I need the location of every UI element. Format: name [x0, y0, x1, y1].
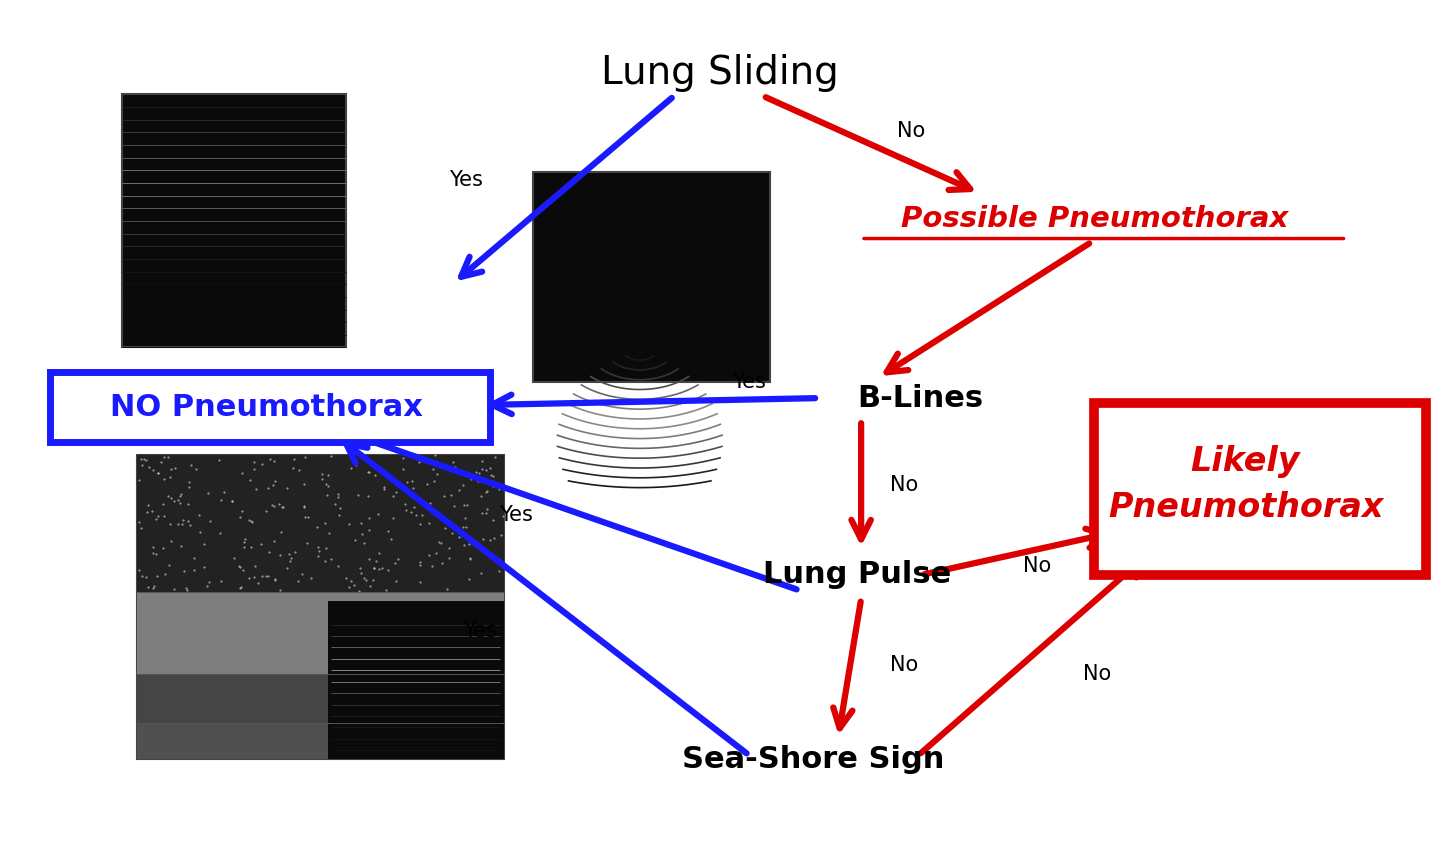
FancyBboxPatch shape — [122, 94, 346, 347]
Text: Lung Sliding: Lung Sliding — [600, 54, 840, 92]
Text: Lung Pulse: Lung Pulse — [763, 560, 950, 589]
FancyBboxPatch shape — [533, 172, 770, 382]
Text: No: No — [1022, 556, 1051, 577]
Text: NO Pneumothorax: NO Pneumothorax — [109, 393, 423, 422]
Text: Yes: Yes — [498, 505, 533, 525]
Text: No: No — [890, 474, 919, 495]
FancyBboxPatch shape — [1094, 403, 1426, 575]
FancyBboxPatch shape — [50, 372, 490, 442]
Text: No: No — [1083, 663, 1112, 684]
Text: B-Lines: B-Lines — [857, 384, 984, 414]
Text: Yes: Yes — [448, 170, 482, 190]
FancyBboxPatch shape — [328, 601, 504, 759]
FancyBboxPatch shape — [137, 455, 504, 592]
FancyBboxPatch shape — [137, 674, 504, 722]
Text: Likely
Pneumothorax: Likely Pneumothorax — [1107, 445, 1384, 524]
Text: Possible Pneumothorax: Possible Pneumothorax — [901, 205, 1287, 233]
FancyBboxPatch shape — [137, 455, 504, 759]
FancyBboxPatch shape — [137, 592, 504, 674]
Text: No: No — [897, 121, 926, 142]
Text: Sea-Shore Sign: Sea-Shore Sign — [683, 745, 945, 774]
Text: Yes: Yes — [732, 372, 766, 392]
FancyBboxPatch shape — [137, 722, 504, 759]
Text: No: No — [890, 655, 919, 675]
Text: Yes: Yes — [462, 620, 497, 641]
